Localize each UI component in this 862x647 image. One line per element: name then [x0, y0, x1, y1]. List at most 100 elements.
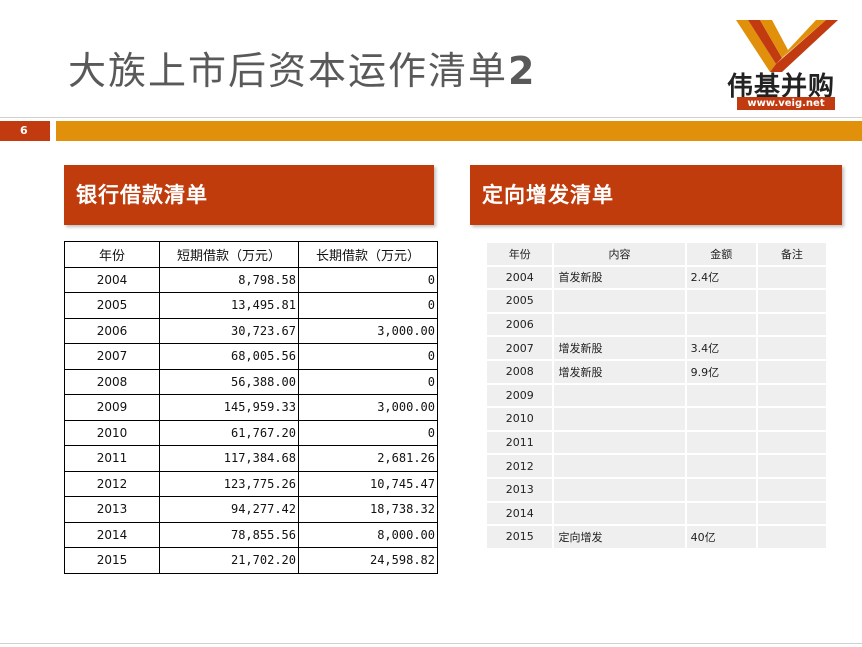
- short-term-loan-cell: 21,702.20: [159, 547, 299, 574]
- table-row: 2011 117,384.68 2,681.26: [64, 445, 438, 472]
- column-header-remark: 备注: [755, 241, 829, 267]
- logo-url: www.veig.net: [737, 97, 835, 110]
- amount-cell: [684, 311, 758, 338]
- year-cell: 2010: [484, 406, 555, 432]
- remark-cell: [755, 406, 829, 432]
- year-cell: 2007: [64, 343, 160, 370]
- amount-cell: 3.4亿: [684, 335, 758, 361]
- year-cell: 2014: [484, 500, 555, 527]
- content-cell: [552, 406, 687, 432]
- short-term-loan-cell: 8,798.58: [159, 266, 299, 293]
- private-placement-header: 定向增发清单: [470, 165, 842, 225]
- table-row: 2007 68,005.56 0: [64, 343, 438, 370]
- remark-cell: [755, 382, 829, 409]
- year-cell: 2008: [484, 358, 555, 385]
- table-row: 2011: [484, 429, 829, 456]
- year-cell: 2015: [484, 524, 555, 550]
- bottom-divider: [0, 643, 862, 644]
- year-cell: 2012: [484, 453, 555, 479]
- private-placement-table: 年份 内容 金额 备注 2004 首发新股 2.4亿 2005 2006 2007 增发新股…: [484, 241, 829, 550]
- table-row: 2013 94,277.42 18,738.32: [64, 496, 438, 523]
- table-row: 2008 56,388.00 0: [64, 368, 438, 395]
- table-row: 2004 8,798.58 0: [64, 266, 438, 293]
- page-title-number: 2: [508, 49, 537, 93]
- year-cell: 2004: [484, 264, 555, 291]
- bank-loans-header-row: 年份 短期借款（万元） 长期借款（万元）: [64, 241, 438, 268]
- table-row: 2004 首发新股 2.4亿: [484, 264, 829, 291]
- amount-cell: [684, 500, 758, 527]
- content-cell: [552, 288, 687, 314]
- remark-cell: [755, 453, 829, 479]
- year-cell: 2009: [484, 382, 555, 409]
- content-cell: [552, 382, 687, 409]
- short-term-loan-cell: 13,495.81: [159, 292, 299, 319]
- content-cell: [552, 476, 687, 503]
- table-row: 2010: [484, 406, 829, 432]
- content-cell: [552, 500, 687, 527]
- year-cell: 2011: [484, 429, 555, 456]
- year-cell: 2005: [64, 292, 160, 319]
- page-title: 大族上市后资本运作清单2: [68, 40, 536, 95]
- year-cell: 2004: [64, 266, 160, 293]
- amount-cell: [684, 406, 758, 432]
- long-term-loan-cell: 0: [298, 343, 438, 370]
- column-header-short-term: 短期借款（万元）: [159, 241, 299, 268]
- amount-cell: [684, 429, 758, 456]
- remark-cell: [755, 358, 829, 385]
- year-cell: 2010: [64, 419, 160, 446]
- short-term-loan-cell: 68,005.56: [159, 343, 299, 370]
- year-cell: 2006: [484, 311, 555, 338]
- short-term-loan-cell: 117,384.68: [159, 445, 299, 472]
- long-term-loan-cell: 0: [298, 419, 438, 446]
- table-row: 2015 21,702.20 24,598.82: [64, 547, 438, 574]
- short-term-loan-cell: 61,767.20: [159, 419, 299, 446]
- amount-cell: [684, 382, 758, 409]
- remark-cell: [755, 500, 829, 527]
- amount-cell: 2.4亿: [684, 264, 758, 291]
- year-cell: 2013: [484, 476, 555, 503]
- table-row: 2012: [484, 453, 829, 479]
- column-header-amount: 金额: [684, 241, 758, 267]
- long-term-loan-cell: 2,681.26: [298, 445, 438, 472]
- veig-logo-mark: [736, 20, 838, 72]
- year-cell: 2007: [484, 335, 555, 361]
- table-row: 2008 增发新股 9.9亿: [484, 358, 829, 385]
- remark-cell: [755, 429, 829, 456]
- table-row: 2010 61,767.20 0: [64, 419, 438, 446]
- top-divider: [0, 117, 862, 118]
- header-band: [56, 121, 862, 141]
- long-term-loan-cell: 0: [298, 368, 438, 395]
- table-row: 2014 78,855.56 8,000.00: [64, 521, 438, 548]
- content-cell: 定向增发: [552, 524, 687, 550]
- column-header-year: 年份: [64, 241, 160, 268]
- amount-cell: [684, 453, 758, 479]
- amount-cell: 9.9亿: [684, 358, 758, 385]
- content-cell: [552, 429, 687, 456]
- year-cell: 2009: [64, 394, 160, 421]
- column-header-long-term: 长期借款（万元）: [298, 241, 438, 268]
- bank-loans-table: 年份 短期借款（万元） 长期借款（万元） 2004 8,798.58 0 2005 13…: [64, 241, 438, 574]
- content-cell: 首发新股: [552, 264, 687, 291]
- table-row: 2012 123,775.26 10,745.47: [64, 470, 438, 497]
- short-term-loan-cell: 56,388.00: [159, 368, 299, 395]
- year-cell: 2014: [64, 521, 160, 548]
- amount-cell: [684, 288, 758, 314]
- long-term-loan-cell: 18,738.32: [298, 496, 438, 523]
- year-cell: 2012: [64, 470, 160, 497]
- column-header-content: 内容: [552, 241, 687, 267]
- remark-cell: [755, 476, 829, 503]
- year-cell: 2015: [64, 547, 160, 574]
- remark-cell: [755, 335, 829, 361]
- long-term-loan-cell: 0: [298, 266, 438, 293]
- year-cell: 2006: [64, 317, 160, 344]
- table-row: 2005: [484, 288, 829, 314]
- table-row: 2007 增发新股 3.4亿: [484, 335, 829, 361]
- table-row: 2006: [484, 311, 829, 338]
- table-row: 2013: [484, 476, 829, 503]
- year-cell: 2013: [64, 496, 160, 523]
- table-row: 2009: [484, 382, 829, 409]
- short-term-loan-cell: 94,277.42: [159, 496, 299, 523]
- content-cell: 增发新股: [552, 335, 687, 361]
- page-title-text: 大族上市后资本运作清单: [68, 49, 509, 93]
- remark-cell: [755, 288, 829, 314]
